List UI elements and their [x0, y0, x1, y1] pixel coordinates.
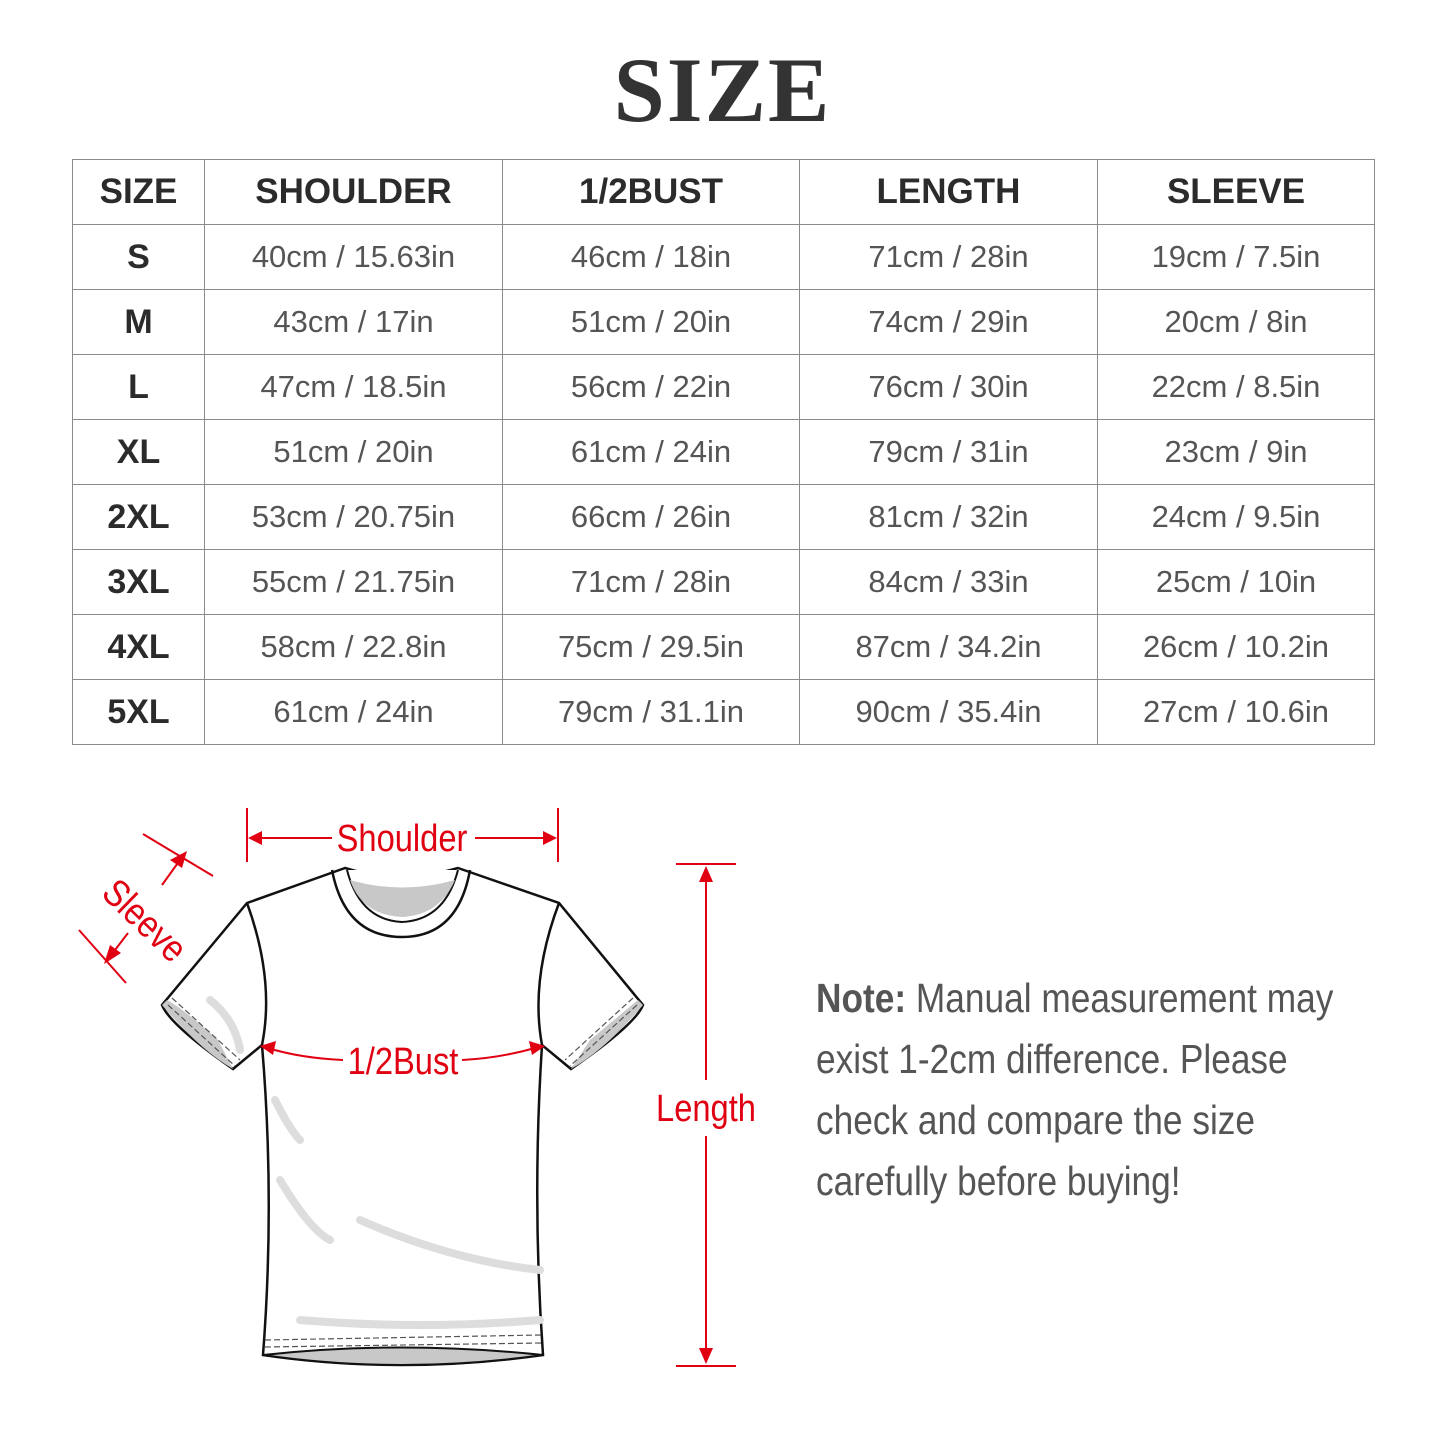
cell-bust: 75cm / 29.5in — [502, 614, 800, 680]
note-body: Manual measurement may exist 1-2cm diffe… — [816, 975, 1334, 1204]
cell-bust: 79cm / 31.1in — [502, 679, 800, 745]
bust-measure — [260, 1041, 545, 1061]
cell-bust: 56cm / 22in — [502, 354, 800, 420]
cell-shoulder: 51cm / 20in — [204, 419, 503, 485]
cell-bust: 51cm / 20in — [502, 289, 800, 355]
cell-length: 81cm / 32in — [799, 484, 1098, 550]
cell-shoulder: 55cm / 21.75in — [204, 549, 503, 615]
cell-length: 74cm / 29in — [799, 289, 1098, 355]
table-row: M 43cm / 17in 51cm / 20in 74cm / 29in 20cm /… — [72, 289, 1375, 355]
cell-length: 90cm / 35.4in — [799, 679, 1098, 745]
cell-sleeve: 25cm / 10in — [1097, 549, 1375, 615]
table-row: XL 51cm / 20in 61cm / 24in 79cm / 31in 23cm … — [72, 419, 1375, 485]
shoulder-label: Shoulder — [337, 817, 468, 860]
bust-label: 1/2Bust — [348, 1040, 459, 1083]
cell-sleeve: 22cm / 8.5in — [1097, 354, 1375, 420]
table-row: 5XL 61cm / 24in 79cm / 31.1in 90cm / 35.4in… — [72, 679, 1375, 745]
cell-bust: 61cm / 24in — [502, 419, 800, 485]
note-text: Note: Manual measurement may exist 1-2cm… — [816, 968, 1366, 1212]
length-measure — [676, 863, 736, 1367]
cell-shoulder: 53cm / 20.75in — [204, 484, 503, 550]
cell-size: M — [72, 289, 205, 355]
tshirt-illustration — [160, 866, 645, 1367]
cell-length: 79cm / 31in — [799, 419, 1098, 485]
table-row: L 47cm / 18.5in 56cm / 22in 76cm / 30in 22cm… — [72, 354, 1375, 420]
note-label: Note: — [816, 975, 907, 1021]
cell-size: L — [72, 354, 205, 420]
cell-sleeve: 20cm / 8in — [1097, 289, 1375, 355]
table-row: 2XL 53cm / 20.75in 66cm / 26in 81cm / 32in 2… — [72, 484, 1375, 550]
table-header-row: SIZE SHOULDER 1/2BUST LENGTH SLEEVE — [72, 159, 1375, 225]
cell-size: 2XL — [72, 484, 205, 550]
cell-sleeve: 27cm / 10.6in — [1097, 679, 1375, 745]
page-title: SIZE — [613, 39, 832, 141]
cell-size: 5XL — [72, 679, 205, 745]
cell-bust: 71cm / 28in — [502, 549, 800, 615]
cell-size: 3XL — [72, 549, 205, 615]
cell-shoulder: 58cm / 22.8in — [204, 614, 503, 680]
cell-shoulder: 40cm / 15.63in — [204, 224, 503, 290]
header-bust: 1/2BUST — [502, 159, 800, 225]
cell-sleeve: 23cm / 9in — [1097, 419, 1375, 485]
cell-length: 84cm / 33in — [799, 549, 1098, 615]
cell-length: 76cm / 30in — [799, 354, 1098, 420]
cell-shoulder: 61cm / 24in — [204, 679, 503, 745]
cell-size: 4XL — [72, 614, 205, 680]
header-length: LENGTH — [799, 159, 1098, 225]
cell-sleeve: 24cm / 9.5in — [1097, 484, 1375, 550]
cell-shoulder: 43cm / 17in — [204, 289, 503, 355]
cell-sleeve: 19cm / 7.5in — [1097, 224, 1375, 290]
length-label: Length — [656, 1087, 756, 1130]
header-size: SIZE — [72, 159, 205, 225]
cell-bust: 46cm / 18in — [502, 224, 800, 290]
cell-shoulder: 47cm / 18.5in — [204, 354, 503, 420]
sleeve-measure — [78, 833, 214, 984]
shoulder-measure — [246, 808, 559, 862]
size-table: SIZE SHOULDER 1/2BUST LENGTH SLEEVE S 40c… — [72, 159, 1375, 745]
table-row: S 40cm / 15.63in 46cm / 18in 71cm / 28in 19c… — [72, 224, 1375, 290]
header-sleeve: SLEEVE — [1097, 159, 1375, 225]
cell-bust: 66cm / 26in — [502, 484, 800, 550]
table-row: 3XL 55cm / 21.75in 71cm / 28in 84cm / 33in 2… — [72, 549, 1375, 615]
cell-size: S — [72, 224, 205, 290]
cell-sleeve: 26cm / 10.2in — [1097, 614, 1375, 680]
